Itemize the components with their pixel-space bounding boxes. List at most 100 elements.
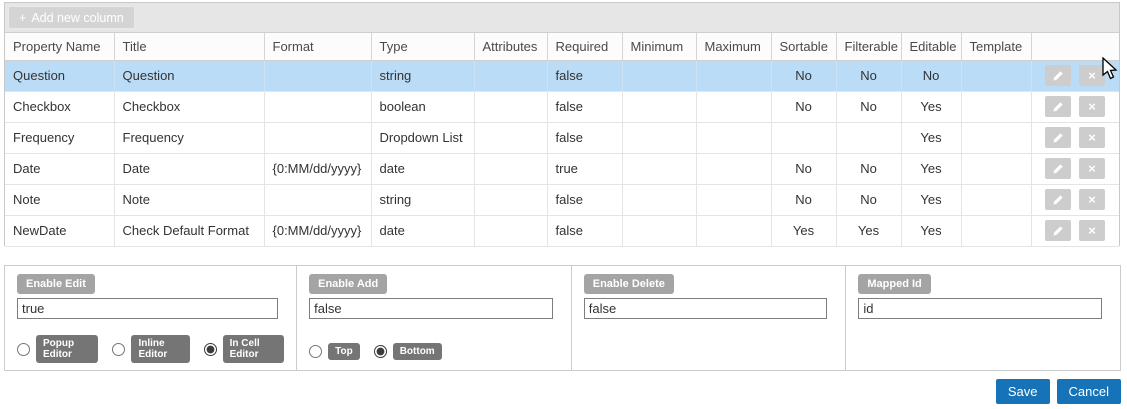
enable-delete-input[interactable] bbox=[583, 298, 828, 319]
incell-editor-radio[interactable] bbox=[203, 342, 217, 356]
cell-format bbox=[264, 91, 372, 123]
pencil-icon bbox=[1052, 194, 1064, 206]
enable-add-input[interactable] bbox=[309, 298, 553, 319]
cell-format bbox=[264, 184, 372, 216]
table-row[interactable]: Frequency Frequency Dropdown List false … bbox=[5, 122, 1119, 154]
delete-row-button[interactable]: × bbox=[1079, 65, 1106, 86]
cell-sortable: Yes bbox=[771, 215, 837, 247]
cell-template bbox=[961, 91, 1032, 123]
cell-template bbox=[961, 60, 1032, 92]
cell-type: Dropdown List bbox=[371, 122, 475, 154]
table-row[interactable]: Note Note string false No No Yes × bbox=[5, 184, 1119, 216]
table-row[interactable]: Question Question string false No No No … bbox=[5, 60, 1119, 92]
cell-property-name: Question bbox=[5, 60, 115, 92]
table-row[interactable]: Date Date {0:MM/dd/yyyy} date true No No… bbox=[5, 153, 1119, 185]
cell-attributes bbox=[474, 122, 548, 154]
incell-editor-option[interactable]: In Cell Editor bbox=[203, 335, 285, 363]
column-header-editable: Editable bbox=[901, 33, 962, 61]
close-icon: × bbox=[1088, 99, 1096, 114]
column-header-maximum: Maximum bbox=[696, 33, 772, 61]
delete-row-button[interactable]: × bbox=[1079, 220, 1106, 241]
cell-template bbox=[961, 184, 1032, 216]
cell-attributes bbox=[474, 153, 548, 185]
add-new-column-button[interactable]: + Add new column bbox=[8, 6, 135, 29]
save-button[interactable]: Save bbox=[995, 379, 1050, 404]
cell-required: true bbox=[547, 153, 623, 185]
cell-format bbox=[264, 122, 372, 154]
edit-row-button[interactable] bbox=[1045, 127, 1072, 148]
edit-row-button[interactable] bbox=[1045, 220, 1072, 241]
edit-row-button[interactable] bbox=[1045, 96, 1072, 117]
delete-row-button[interactable]: × bbox=[1079, 189, 1106, 210]
column-header-filterable: Filterable bbox=[836, 33, 902, 61]
bottom-radio[interactable] bbox=[373, 345, 387, 358]
cell-required: false bbox=[547, 60, 623, 92]
cell-actions: × bbox=[1031, 184, 1119, 216]
inline-editor-radio[interactable] bbox=[112, 342, 126, 356]
cell-minimum bbox=[622, 215, 697, 247]
cell-title: Date bbox=[114, 153, 265, 185]
add-position-radio-group: Top Bottom bbox=[309, 343, 559, 360]
cell-filterable: No bbox=[836, 153, 902, 185]
edit-row-button[interactable] bbox=[1045, 189, 1072, 210]
column-header-required: Required bbox=[547, 33, 623, 61]
top-option[interactable]: Top bbox=[309, 343, 360, 360]
enable-delete-label: Enable Delete bbox=[583, 274, 674, 294]
pencil-icon bbox=[1052, 132, 1064, 144]
plus-icon: + bbox=[19, 10, 27, 25]
cell-title: Checkbox bbox=[114, 91, 265, 123]
cell-required: false bbox=[547, 122, 623, 154]
top-label: Top bbox=[328, 343, 360, 360]
cell-filterable: No bbox=[836, 60, 902, 92]
popup-editor-option[interactable]: Popup Editor bbox=[17, 335, 99, 363]
column-header-property-name: Property Name bbox=[5, 33, 115, 61]
top-radio[interactable] bbox=[309, 345, 323, 358]
settings-panels: Enable Edit Popup Editor Inline Editor I… bbox=[4, 265, 1121, 371]
cell-format: {0:MM/dd/yyyy} bbox=[264, 215, 372, 247]
table-row[interactable]: NewDate Check Default Format {0:MM/dd/yy… bbox=[5, 215, 1119, 247]
grid-toolbar: + Add new column bbox=[5, 3, 1119, 33]
cell-maximum bbox=[696, 122, 772, 154]
cell-editable: Yes bbox=[901, 91, 962, 123]
cancel-button[interactable]: Cancel bbox=[1056, 379, 1121, 404]
column-header-template: Template bbox=[961, 33, 1032, 61]
mapped-id-input[interactable] bbox=[858, 298, 1102, 319]
cell-maximum bbox=[696, 184, 772, 216]
cell-sortable: No bbox=[771, 184, 837, 216]
inline-editor-option[interactable]: Inline Editor bbox=[112, 335, 190, 363]
cell-filterable bbox=[836, 122, 902, 154]
cell-attributes bbox=[474, 60, 548, 92]
cell-actions: × bbox=[1031, 60, 1119, 92]
close-icon: × bbox=[1088, 161, 1096, 176]
enable-add-panel: Enable Add Top Bottom bbox=[297, 266, 572, 370]
delete-row-button[interactable]: × bbox=[1079, 158, 1106, 179]
cell-maximum bbox=[696, 153, 772, 185]
enable-edit-input[interactable] bbox=[17, 298, 279, 319]
columns-table: Property Name Title Format Type Attribut… bbox=[5, 33, 1119, 247]
cell-editable: No bbox=[901, 60, 962, 92]
cell-property-name: NewDate bbox=[5, 215, 115, 247]
popup-editor-label: Popup Editor bbox=[36, 335, 99, 363]
cell-editable: Yes bbox=[901, 215, 962, 247]
incell-editor-label: In Cell Editor bbox=[222, 335, 285, 363]
table-row[interactable]: Checkbox Checkbox boolean false No No Ye… bbox=[5, 91, 1119, 123]
delete-row-button[interactable]: × bbox=[1079, 96, 1106, 117]
bottom-option[interactable]: Bottom bbox=[373, 343, 442, 360]
cell-required: false bbox=[547, 215, 623, 247]
cell-type: string bbox=[371, 60, 475, 92]
inline-editor-label: Inline Editor bbox=[131, 335, 190, 363]
edit-row-button[interactable] bbox=[1045, 65, 1072, 86]
cell-required: false bbox=[547, 184, 623, 216]
edit-row-button[interactable] bbox=[1045, 158, 1072, 179]
delete-row-button[interactable]: × bbox=[1079, 127, 1106, 148]
bottom-label: Bottom bbox=[392, 343, 442, 360]
columns-grid: + Add new column Property Name Title For… bbox=[4, 2, 1120, 247]
cell-format: {0:MM/dd/yyyy} bbox=[264, 153, 372, 185]
popup-editor-radio[interactable] bbox=[17, 342, 30, 356]
enable-edit-panel: Enable Edit Popup Editor Inline Editor I… bbox=[5, 266, 298, 370]
table-header-row: Property Name Title Format Type Attribut… bbox=[5, 33, 1119, 61]
column-header-title: Title bbox=[114, 33, 265, 61]
cell-property-name: Note bbox=[5, 184, 115, 216]
cell-title: Note bbox=[114, 184, 265, 216]
pencil-icon bbox=[1052, 70, 1064, 82]
